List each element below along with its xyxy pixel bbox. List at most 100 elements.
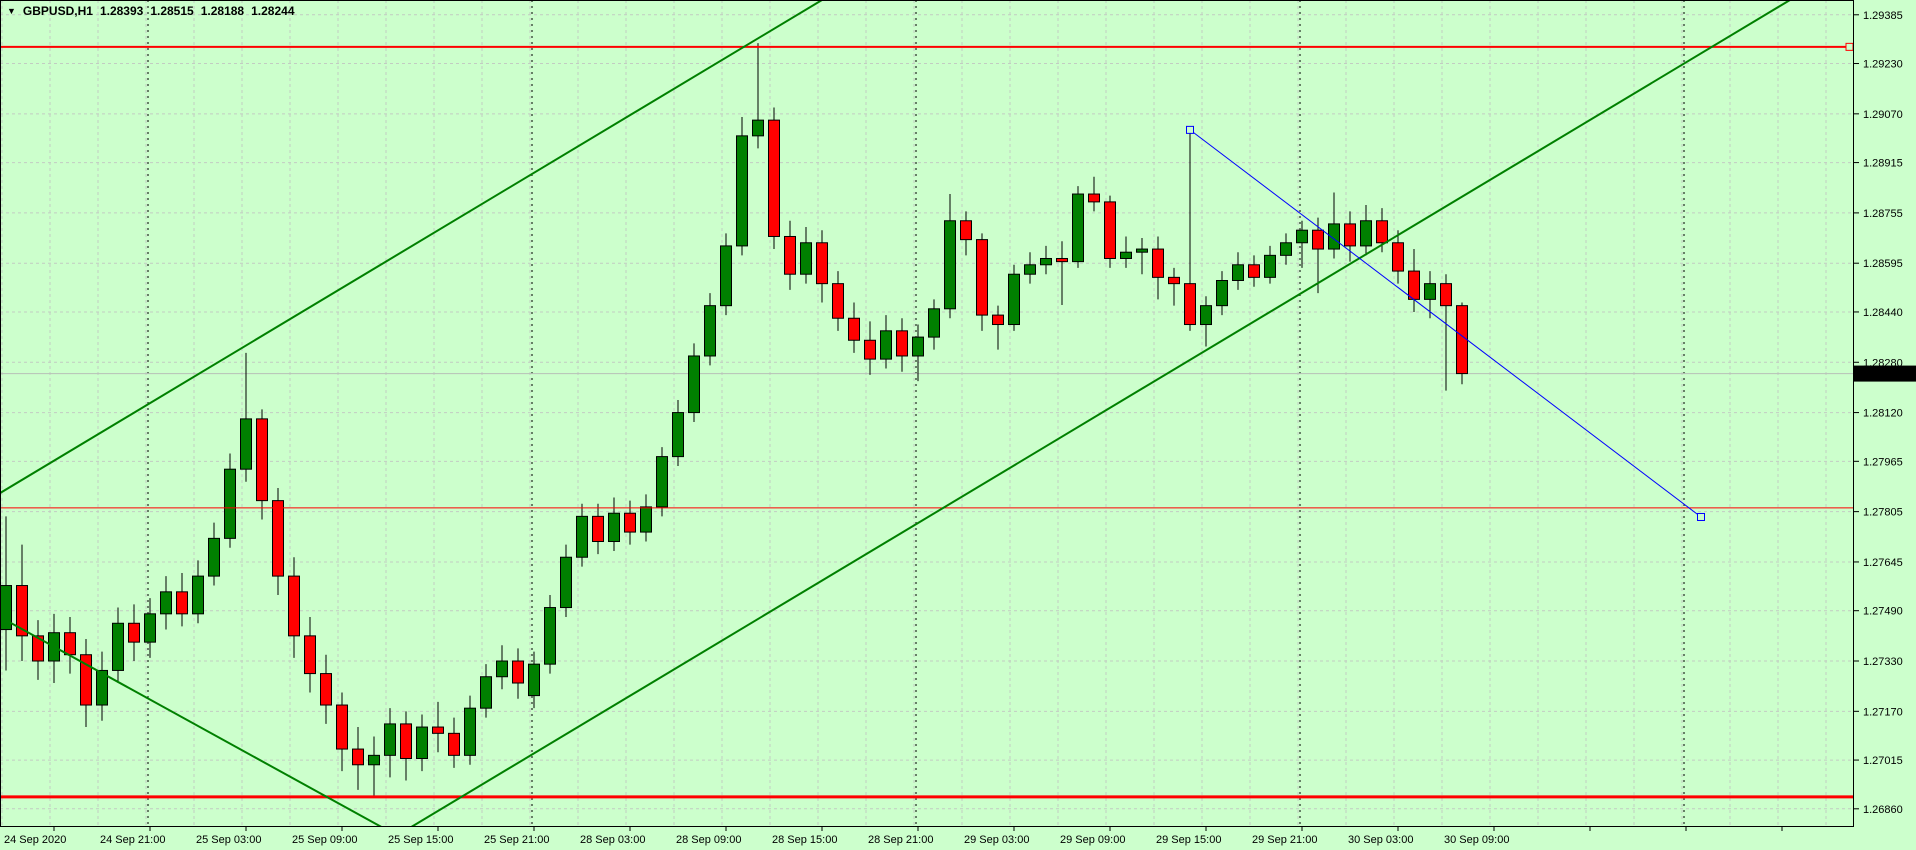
symbol-period-label: GBPUSD,H1 <box>22 4 93 18</box>
time-axis-label: 25 Sep 21:00 <box>484 834 549 846</box>
descending-line[interactable] <box>0 616 385 829</box>
candle-body <box>768 119 780 237</box>
candle-body <box>848 317 860 341</box>
candle-body <box>1024 264 1036 275</box>
candle-body <box>1056 257 1068 263</box>
candle <box>1328 192 1340 259</box>
channel-lower-line[interactable] <box>408 0 1791 829</box>
candle-body <box>624 512 636 533</box>
time-axis-label: 24 Sep 2020 <box>4 834 66 846</box>
candle-body <box>1136 248 1148 253</box>
candle-body <box>400 723 412 759</box>
candle <box>672 400 684 467</box>
candle <box>128 604 140 662</box>
candle <box>528 651 540 709</box>
candle <box>1024 252 1036 284</box>
candle-body <box>1216 280 1228 307</box>
candle <box>464 695 476 765</box>
candle-body <box>1328 223 1340 250</box>
hline-handle[interactable] <box>1845 42 1853 51</box>
chart-frame <box>0 0 1854 827</box>
candle <box>160 576 172 630</box>
candle-body <box>832 283 844 319</box>
symbol-dropdown-icon[interactable]: ▼ <box>7 5 16 16</box>
candle <box>896 318 908 372</box>
candle <box>1296 220 1308 268</box>
candle <box>1040 245 1052 275</box>
candle <box>960 211 972 256</box>
candle <box>1104 195 1116 268</box>
candle-body <box>656 456 668 508</box>
candle <box>240 352 252 482</box>
price-axis[interactable]: 1.29385 1.29230 1.29070 1.28915 1.28755 1.285… <box>1853 10 1916 816</box>
candle-body <box>1392 242 1404 272</box>
candle <box>832 271 844 331</box>
price-axis-label: 1.28120 <box>1863 408 1903 420</box>
candle <box>544 594 556 674</box>
candle-body <box>1312 229 1324 250</box>
price-axis-label: 1.29230 <box>1863 59 1903 71</box>
candle-body <box>352 748 364 766</box>
candle-body <box>784 235 796 275</box>
candle-body <box>144 613 156 643</box>
candle-body <box>1376 220 1388 244</box>
candle <box>576 503 588 567</box>
price-axis-label: 1.27170 <box>1863 706 1903 718</box>
candle-body <box>224 468 236 539</box>
candle-body <box>752 119 764 137</box>
candle <box>272 488 284 595</box>
price-axis-label: 1.27490 <box>1863 606 1903 618</box>
candle-body <box>736 135 748 247</box>
candle-body <box>112 622 124 671</box>
candle <box>32 620 44 680</box>
price-axis-label: 1.28440 <box>1863 307 1903 319</box>
candle-body <box>1168 276 1180 285</box>
candle-body <box>432 726 444 734</box>
candle-body <box>176 591 188 615</box>
candle-body <box>1296 229 1308 244</box>
candle-body <box>528 663 540 697</box>
candle <box>752 43 764 149</box>
time-axis-label: 25 Sep 09:00 <box>292 834 357 846</box>
candle-body <box>32 635 44 662</box>
candle <box>1008 264 1020 331</box>
candle <box>320 654 332 724</box>
candle-body <box>544 607 556 665</box>
time-axis-label: 30 Sep 09:00 <box>1444 834 1509 846</box>
candle <box>656 447 668 517</box>
candle-body <box>448 732 460 756</box>
candle-body <box>336 704 348 750</box>
candle-body <box>16 585 28 637</box>
price-axis-label: 1.27965 <box>1863 456 1903 468</box>
candle-body <box>1040 257 1052 266</box>
candle-body <box>1120 251 1132 259</box>
trendline-handle[interactable] <box>1697 512 1705 521</box>
candle <box>16 544 28 662</box>
candle-body <box>272 500 284 577</box>
plot-area[interactable] <box>0 0 1853 829</box>
channel-upper-line[interactable] <box>0 0 823 494</box>
candle <box>1248 255 1260 287</box>
candle-body <box>704 305 716 357</box>
candle <box>608 497 620 551</box>
candle <box>592 503 604 555</box>
time-axis-label: 25 Sep 15:00 <box>388 834 453 846</box>
candle <box>112 607 124 684</box>
price-axis-label: 1.29385 <box>1863 10 1903 22</box>
price-axis-label: 1.26860 <box>1863 804 1903 816</box>
candle <box>1360 205 1372 256</box>
candle-body <box>96 669 108 706</box>
time-axis-label: 24 Sep 21:00 <box>100 834 165 846</box>
time-axis[interactable]: 24 Sep 2020 24 Sep 21:00 25 Sep 03:00 25 Se… <box>4 826 1783 846</box>
blue-trendline[interactable] <box>1189 129 1702 518</box>
trendline-handle[interactable] <box>1186 125 1194 134</box>
candle-body <box>864 339 876 360</box>
candle-body <box>720 245 732 307</box>
current-price-value: 1.28244 <box>1861 369 1901 381</box>
candle-body <box>1008 273 1020 326</box>
candle <box>864 321 876 375</box>
candle-body <box>416 726 428 759</box>
candle-body <box>688 355 700 414</box>
